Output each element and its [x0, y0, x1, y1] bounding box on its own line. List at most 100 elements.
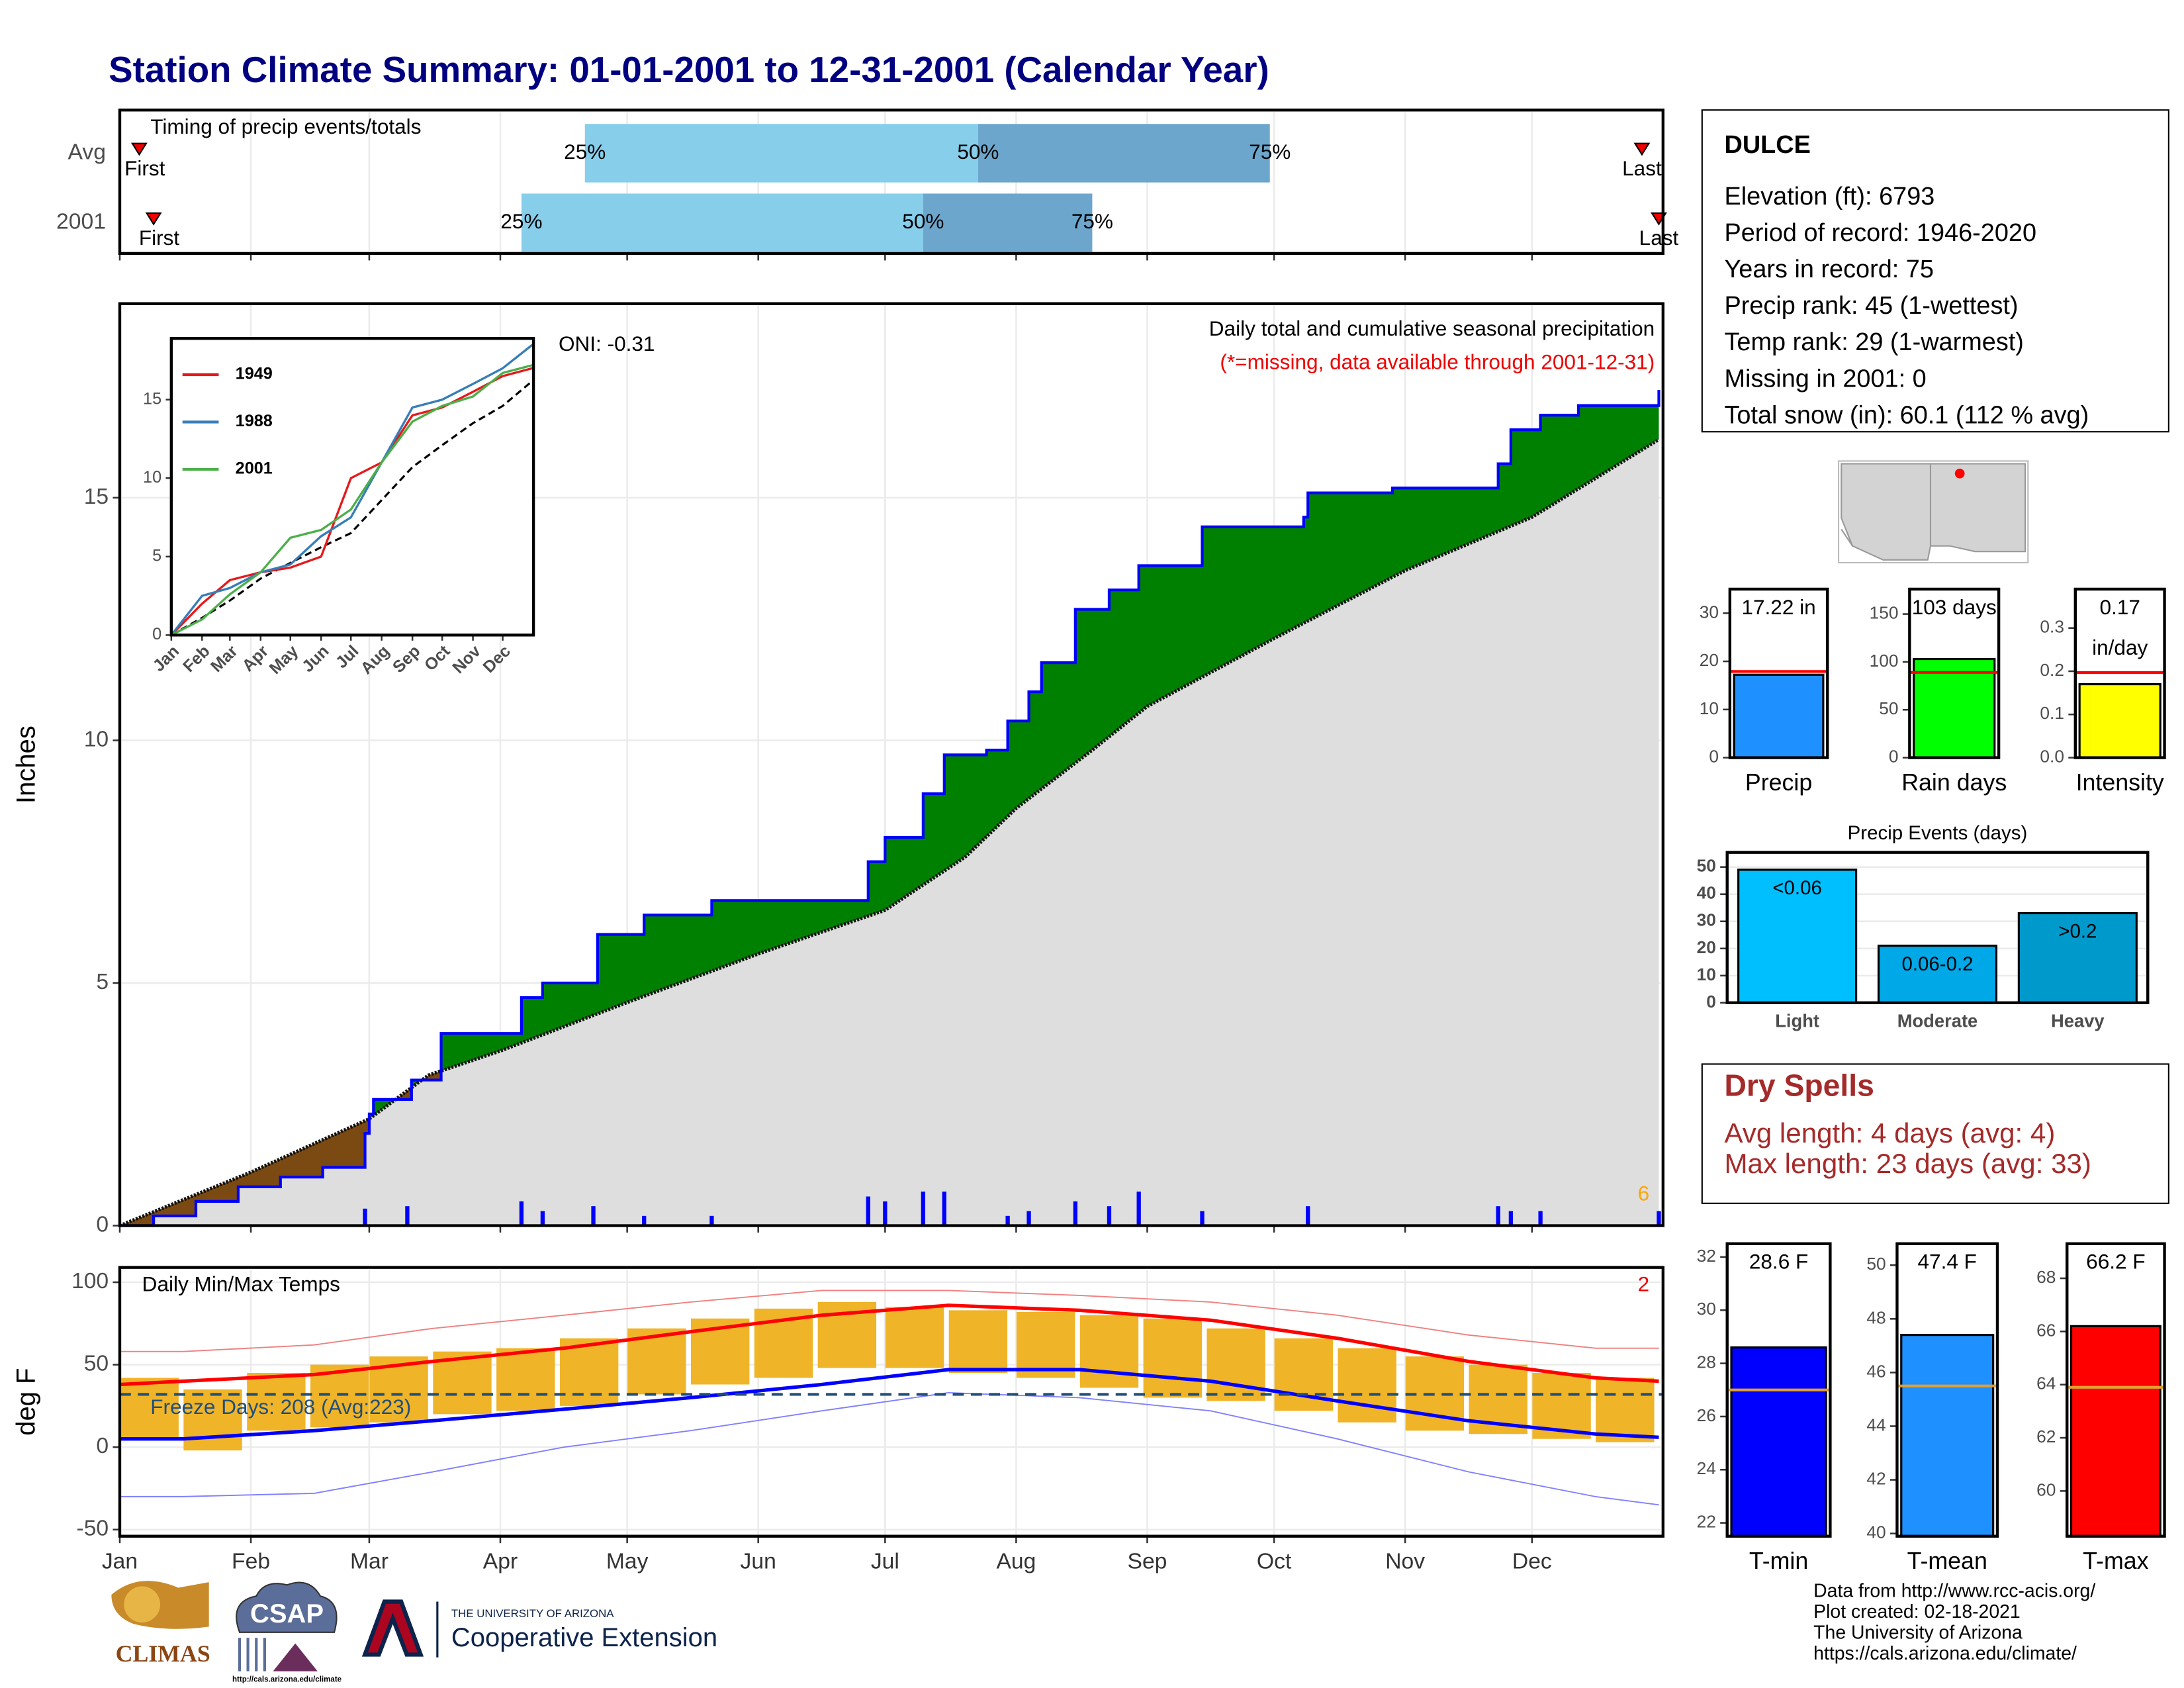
quartile-bar: [521, 193, 923, 252]
y-tick-label: 150: [1870, 603, 1899, 623]
map-border: [1841, 463, 1932, 547]
page-title: Station Climate Summary: 01-01-2001 to 1…: [109, 49, 1269, 90]
y-tick-label: 0.3: [2040, 617, 2064, 637]
y-tick-label: 50: [1866, 1254, 1886, 1274]
temp-range-bar: [1079, 1315, 1139, 1388]
y-tick-label: 66: [2036, 1320, 2056, 1340]
quartile-label: 50%: [902, 209, 944, 233]
y-tick-label: 22: [1697, 1512, 1716, 1532]
value-label: 66.2 F: [2086, 1250, 2145, 1274]
panel-title: Precip Events (days): [1848, 822, 2028, 844]
daily-bar: [1200, 1211, 1205, 1226]
value-label: 17.22 in: [1741, 595, 1815, 619]
x-tick-label: Moderate: [1897, 1011, 1978, 1031]
ua-logo: [361, 1599, 424, 1657]
y-tick-label: 0.1: [2040, 703, 2064, 723]
y-tick-label: 24: [1697, 1458, 1716, 1478]
footer-line: Plot created: 02-18-2021: [1813, 1601, 2021, 1622]
daily-bar: [1508, 1211, 1514, 1226]
footer-line: https://cals.arizona.edu/climate/: [1813, 1643, 2077, 1664]
daily-bar: [540, 1211, 545, 1226]
y-tick-label: 0.0: [2040, 747, 2064, 767]
first-label: First: [139, 226, 180, 250]
record-max-line: [119, 1289, 1659, 1352]
x-tick-label: Jul: [871, 1550, 899, 1574]
y-tick-label: 26: [1697, 1405, 1716, 1425]
category-label: T-max: [2083, 1548, 2148, 1574]
y-tick-label: 20: [1700, 650, 1719, 670]
value-label: 0.17: [2099, 595, 2140, 619]
y-tick-label: 0: [1706, 992, 1716, 1011]
y-tick-label: 5: [96, 970, 109, 994]
first-marker: [130, 142, 148, 156]
y-tick-label: 15: [143, 389, 161, 408]
average-line: [119, 438, 1660, 1227]
station-line: Temp rank: 29 (1-warmest): [1724, 328, 2023, 356]
daily-bar: [591, 1206, 596, 1226]
bar: [1877, 945, 1998, 1004]
climas-text: CLIMAS: [116, 1640, 210, 1667]
plot-border: [2073, 587, 2166, 759]
daily-bar: [405, 1206, 410, 1226]
plot-border: [1908, 587, 2001, 759]
x-tick-label: Aug: [996, 1550, 1036, 1574]
extension-text: Cooperative Extension: [451, 1623, 717, 1652]
x-tick-label: Light: [1775, 1011, 1819, 1031]
x-tick-label: Dec: [1512, 1550, 1552, 1574]
locator-map: [1838, 460, 2029, 564]
y-tick-label: 40: [1866, 1523, 1886, 1542]
daily-bar: [363, 1208, 367, 1226]
y-tick-label: 10: [1697, 964, 1716, 984]
quartile-bar: [584, 124, 978, 183]
y-tick-label: 50: [1879, 698, 1898, 718]
daily-bar: [1538, 1211, 1543, 1226]
bar: [1900, 1334, 1995, 1538]
plot-border: [118, 302, 1664, 1227]
unit-label: in/day: [2092, 635, 2148, 659]
record-min-line: [119, 1391, 1659, 1506]
y-tick-label: 0.2: [2040, 660, 2064, 680]
daily-bar: [1136, 1192, 1141, 1226]
station-dot: [1954, 468, 1965, 479]
series-line: [170, 367, 533, 636]
y-tick-label: 30: [1700, 602, 1719, 622]
y-tick-label: 64: [2036, 1374, 2056, 1393]
daily-bar: [1026, 1211, 1031, 1226]
last-label: Last: [1639, 226, 1679, 250]
temp-range-bar: [1338, 1348, 1396, 1423]
daily-bar: [921, 1192, 926, 1226]
csap-cloud: [236, 1581, 338, 1633]
temp-range-bar: [247, 1373, 306, 1431]
plot-border: [2066, 1242, 2166, 1538]
csap-mountain: [273, 1643, 318, 1671]
y-axis-label: Inches: [12, 726, 41, 804]
flag: 2: [1638, 1272, 1650, 1295]
legend-label: 1988: [236, 412, 273, 430]
daily-bar: [709, 1215, 714, 1226]
last-marker: [1633, 142, 1651, 156]
legend-label: 1949: [236, 365, 273, 383]
plot-border: [169, 337, 535, 637]
normal-min-line: [119, 1368, 1659, 1441]
y-tick-label: 60: [2036, 1479, 2056, 1499]
x-tick-label: Sep: [1128, 1550, 1167, 1574]
y-axis-label: deg F: [12, 1368, 41, 1436]
bar-label: >0.2: [2058, 921, 2097, 943]
quartile-bar: [978, 124, 1270, 183]
bar: [1737, 868, 1858, 1004]
x-tick-label: Oct: [1257, 1550, 1292, 1574]
quartile-label: 75%: [1249, 140, 1291, 164]
temp-range-bar: [1016, 1311, 1075, 1378]
series-line: [171, 363, 533, 636]
logos: CLIMAS CSAP http://cals.arizona.edu/clim…: [111, 1581, 717, 1683]
y-tick-label: 32: [1697, 1246, 1716, 1266]
bar: [2070, 1325, 2161, 1538]
freeze-label: Freeze Days: 208 (Avg:223): [150, 1395, 411, 1419]
quartile-label: 25%: [564, 140, 606, 164]
category-label: T-mean: [1907, 1548, 1987, 1574]
station-box: [1701, 109, 2169, 433]
y-tick-label: 0: [96, 1434, 109, 1458]
plot-border: [118, 1266, 1664, 1538]
temp-range-bar: [496, 1348, 555, 1411]
